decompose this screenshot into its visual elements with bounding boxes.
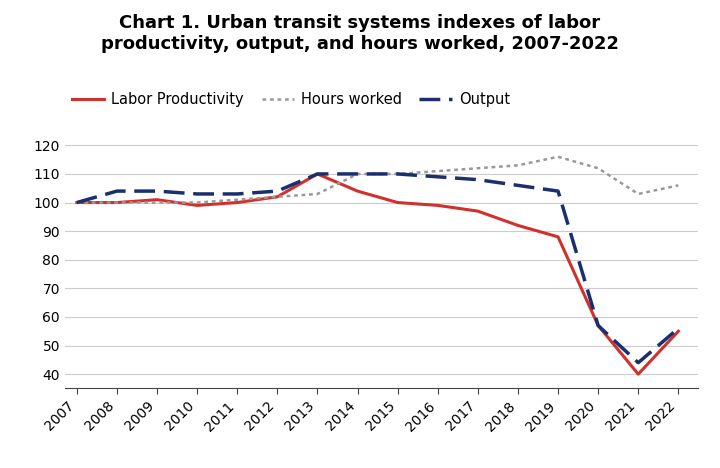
Text: Chart 1. Urban transit systems indexes of labor
productivity, output, and hours : Chart 1. Urban transit systems indexes o…: [101, 14, 619, 53]
Legend: Labor Productivity, Hours worked, Output: Labor Productivity, Hours worked, Output: [72, 92, 510, 107]
